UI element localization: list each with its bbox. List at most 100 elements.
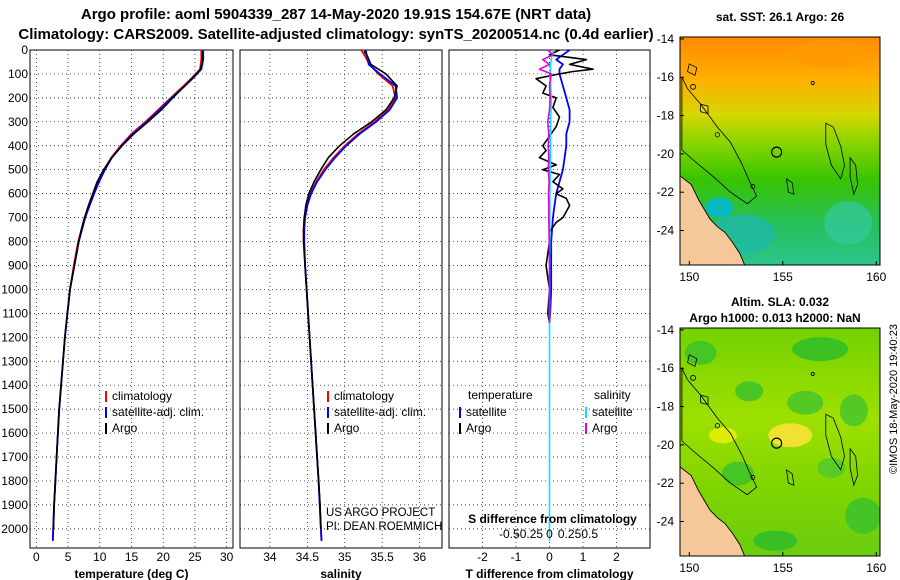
sst-map-lat-label: -14	[657, 32, 675, 46]
differences-series-3	[538, 49, 554, 323]
sla-map-reef-contour	[700, 394, 709, 406]
depth-tick-label: 700	[8, 211, 28, 225]
differences-panel: -2 -1 0 1 2 T difference from climatology	[448, 49, 651, 580]
depth-tick-label: 400	[8, 139, 28, 153]
sla-map-float-marker	[771, 437, 783, 449]
sst-map-reef-contour	[849, 156, 859, 196]
sla-anomaly-patch	[735, 381, 764, 402]
sla-map-title: Altim. SLA: 0.032	[731, 295, 829, 309]
temperature-panel: 0 5 10 15 20 25 30 temperature (deg C) 0 100 200 30…	[1, 43, 233, 580]
temperature-series-0	[51, 50, 203, 541]
salinity-annotation: US ARGO PROJECT PI: DEAN ROEMMICH	[326, 507, 442, 533]
sla-map-title2: Argo h1000: 0.013 h2000: NaN	[689, 311, 860, 325]
differences-legend-label: Argo	[592, 421, 618, 435]
depth-tick-label: 1000	[1, 282, 28, 296]
depth-tick-label: 1900	[1, 498, 28, 512]
sst-cool-patch	[824, 200, 873, 245]
salinity-legend-label: climatology	[334, 389, 394, 403]
sla-anomaly-patch	[787, 390, 824, 415]
sla-map-small-reef	[714, 423, 720, 429]
sst-map-reef-contour	[825, 122, 845, 180]
sst-map-lon-label: 160	[866, 270, 886, 284]
sla-map-reef-contour	[687, 354, 698, 367]
sla-map-lon-label: 150	[679, 561, 699, 575]
title-line-2: Climatology: CARS2009. Satellite-adjuste…	[18, 26, 654, 43]
sla-anomaly-patch	[845, 497, 880, 534]
salinity-legend: climatology satellite-adj. clim. Argo	[327, 389, 426, 435]
depth-tick-label: 100	[8, 67, 28, 81]
legend-temperature-title: temperature	[468, 388, 533, 402]
differences-series-1	[535, 49, 594, 324]
temperature-legend-label: Argo	[112, 421, 138, 435]
sla-map-reef-contour	[825, 413, 845, 471]
sla-map-reef-contour	[849, 447, 859, 487]
sst-map-reef-contour	[785, 177, 795, 195]
title-line-1: Argo profile: aoml 5904339_287 14-May-20…	[80, 6, 592, 23]
salinity-panel: 34 34.5 35 35.5 36 salinity	[239, 49, 443, 580]
salinity-series-2	[302, 50, 398, 529]
salinity-xtick-label: 35	[338, 550, 352, 564]
depth-tick-label: 1300	[1, 354, 28, 368]
differences-xtick-label: -2	[477, 550, 488, 564]
sst-map: sat. SST: 26.1 Argo: 26 -14 -16 -18 -20 -22 -2…	[657, 10, 887, 284]
salinity-xtick-label: 36	[413, 550, 427, 564]
sla-map-field	[680, 328, 880, 556]
sst-map-lat-label: -22	[657, 185, 675, 199]
imos-credit: ©IMOS 18-May-2020 19:40:23	[888, 324, 900, 474]
differences-series-0	[548, 49, 571, 323]
sla-anomaly-patch	[817, 457, 846, 478]
differences-top-tick-label: 0.25	[558, 527, 582, 541]
salinity-xlabel: salinity	[320, 567, 362, 580]
sst-map-lat-label: -18	[657, 109, 675, 123]
sst-map-land	[680, 175, 746, 265]
depth-tick-label: 2000	[1, 522, 28, 536]
salinity-xtick-label: 35.5	[370, 550, 394, 564]
temperature-legend-label: climatology	[112, 389, 172, 403]
sla-map-reef-contour	[785, 468, 795, 486]
sla-map-lon-label: 160	[866, 561, 886, 575]
sla-anomaly-patch	[792, 337, 849, 362]
sla-map-lat-label: -22	[657, 476, 675, 490]
sst-map-field	[680, 37, 880, 265]
depth-tick-label: 1200	[1, 330, 28, 344]
temperature-xlabel: temperature (deg C)	[74, 567, 188, 580]
sla-anomaly-patch	[684, 340, 717, 365]
differences-xtick-label: -1	[511, 550, 522, 564]
sst-map-lat-label: -20	[657, 147, 675, 161]
differences-legend-label: satellite	[466, 405, 507, 419]
sla-anomaly-patch	[708, 427, 737, 444]
sst-map-lon-label: 150	[679, 270, 699, 284]
sst-map-reef-contour	[700, 103, 709, 115]
sst-map-small-reef	[690, 83, 696, 90]
temperature-legend-label: satellite-adj. clim.	[112, 405, 204, 419]
temperature-xtick-label: 30	[220, 550, 234, 564]
depth-tick-label: 500	[8, 163, 28, 177]
differences-top-tick-label: -0.25	[516, 527, 544, 541]
sla-anomaly-patch	[768, 423, 813, 448]
sst-map-frame	[679, 36, 881, 266]
sla-map-lat-label: -18	[657, 400, 675, 414]
differences-top-tick-label: 0	[546, 527, 553, 541]
depth-tick-label: 800	[8, 235, 28, 249]
differences-legend-label: Argo	[466, 421, 492, 435]
legend-salinity-title: salinity	[594, 388, 631, 402]
differences-xtick-label: 1	[580, 550, 587, 564]
sla-map-lat-label: -16	[657, 361, 675, 375]
sst-map-lat-label: -16	[657, 70, 675, 84]
sst-map-small-reef	[810, 80, 815, 85]
salinity-legend-label: satellite-adj. clim.	[334, 405, 426, 419]
sla-map-small-reef	[810, 371, 815, 376]
differences-top-tick-label: 0.5	[581, 527, 598, 541]
sla-map: Altim. SLA: 0.032 Argo h1000: 0.013 h2000…	[657, 295, 887, 575]
temperature-xtick-label: 0	[33, 550, 40, 564]
sla-map-lat-label: -14	[657, 323, 675, 337]
annotation-pi: PI: DEAN ROEMMICH	[326, 521, 442, 533]
depth-tick-label: 200	[8, 91, 28, 105]
sst-warm-patch	[789, 40, 870, 69]
differences-legend: temperature salinity satellite Argo satellit…	[459, 388, 637, 541]
temperature-series-2	[52, 51, 204, 529]
salinity-xtick-label: 34.5	[296, 550, 320, 564]
depth-tick-label: 1700	[1, 450, 28, 464]
sla-map-small-reef	[750, 475, 756, 480]
